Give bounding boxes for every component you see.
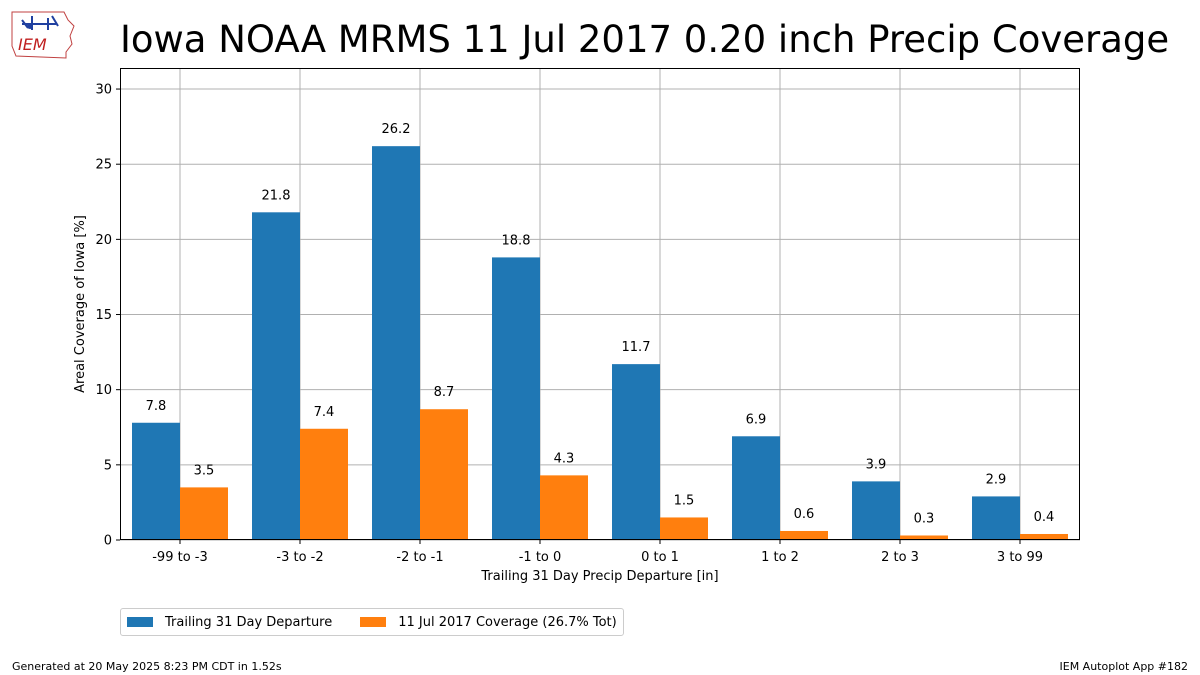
bar-departure xyxy=(732,436,780,540)
chart-title: Iowa NOAA MRMS 11 Jul 2017 0.20 inch Pre… xyxy=(120,18,1170,61)
x-tick-label: -1 to 0 xyxy=(519,550,562,565)
bar-coverage xyxy=(300,428,348,540)
bar-departure xyxy=(252,212,300,540)
bar-coverage xyxy=(180,487,228,540)
y-tick-label: 20 xyxy=(95,233,112,248)
bar-departure xyxy=(612,364,660,540)
x-axis-label: Trailing 31 Day Precip Departure [in] xyxy=(480,569,718,584)
legend-item-series-1: 11 Jul 2017 Coverage (26.7% Tot) xyxy=(360,614,617,630)
bar-labels: 7.8 3.5 21.8 7.4 26.2 8.7 18.8 4.3 11.7 1.5 6.9 0.6… xyxy=(146,122,1055,526)
bar-value-label: 4.3 xyxy=(554,451,575,466)
x-ticks: -99 to -3 -3 to -2 -2 to -1 -1 to 0 0 to 1 1 … xyxy=(152,540,1043,565)
y-tick-label: 5 xyxy=(104,458,112,473)
x-tick-label: -3 to -2 xyxy=(276,550,323,565)
bar-value-label: 18.8 xyxy=(502,233,531,248)
x-tick-label: 0 to 1 xyxy=(641,550,679,565)
y-tick-label: 15 xyxy=(95,308,112,323)
bar-value-label: 7.4 xyxy=(314,405,335,420)
bar-value-label: 6.9 xyxy=(746,412,767,427)
y-tick-label: 10 xyxy=(95,383,112,398)
weather-station-icon xyxy=(21,15,59,30)
y-tick-label: 0 xyxy=(104,534,112,549)
bar-value-label: 7.8 xyxy=(146,399,167,414)
logo-text: IEM xyxy=(18,35,47,54)
bar-value-label: 3.9 xyxy=(866,457,887,472)
x-tick-label: -99 to -3 xyxy=(152,550,208,565)
x-tick-label: -2 to -1 xyxy=(396,550,443,565)
x-tick-label: 1 to 2 xyxy=(761,550,799,565)
bar-value-label: 8.7 xyxy=(434,385,455,400)
bar-coverage xyxy=(420,409,468,540)
bar-coverage xyxy=(660,517,708,540)
bar-departure xyxy=(132,422,180,540)
app-id: IEM Autoplot App #182 xyxy=(1059,660,1189,673)
bar-coverage xyxy=(1020,533,1068,540)
bar-value-label: 3.5 xyxy=(194,463,215,478)
iem-logo: IEM xyxy=(11,11,75,59)
bar-departure xyxy=(972,496,1020,540)
legend: Trailing 31 Day Departure 11 Jul 2017 Co… xyxy=(120,608,624,636)
bar-value-label: 1.5 xyxy=(674,493,695,508)
y-tick-label: 25 xyxy=(95,158,112,173)
bar-coverage xyxy=(540,475,588,540)
bar-value-label: 0.3 xyxy=(914,511,935,526)
bar-value-label: 2.9 xyxy=(986,472,1007,487)
bar-value-label: 21.8 xyxy=(262,188,291,203)
legend-swatch-blue xyxy=(127,617,153,627)
x-tick-label: 3 to 99 xyxy=(997,550,1043,565)
bar-value-label: 26.2 xyxy=(382,122,411,137)
legend-swatch-orange xyxy=(360,617,387,627)
generated-timestamp: Generated at 20 May 2025 8:23 PM CDT in … xyxy=(12,660,282,673)
plot-frame xyxy=(120,68,1080,540)
y-tick-label: 30 xyxy=(95,83,112,98)
bar-departure xyxy=(492,257,540,540)
bar-value-label: 0.6 xyxy=(794,507,815,522)
bar-coverage xyxy=(780,530,828,540)
legend-label: 11 Jul 2017 Coverage (26.7% Tot) xyxy=(398,614,617,630)
x-tick-label: 2 to 3 xyxy=(881,550,919,565)
bar-coverage xyxy=(900,535,948,540)
bar-value-label: 11.7 xyxy=(622,340,651,355)
legend-label: Trailing 31 Day Departure xyxy=(165,614,333,630)
bar-chart: 7.8 3.5 21.8 7.4 26.2 8.7 18.8 4.3 11.7 1.5 6.9 0.6… xyxy=(73,68,1080,584)
y-axis-label: Areal Coverage of Iowa [%] xyxy=(73,215,88,393)
bar-departure xyxy=(852,481,900,540)
bar-departure xyxy=(372,146,420,541)
y-ticks: 0 5 10 15 20 25 30 xyxy=(95,83,120,549)
bar-value-label: 0.4 xyxy=(1034,510,1055,525)
legend-item-series-0: Trailing 31 Day Departure xyxy=(127,615,332,630)
bars xyxy=(132,146,1068,541)
